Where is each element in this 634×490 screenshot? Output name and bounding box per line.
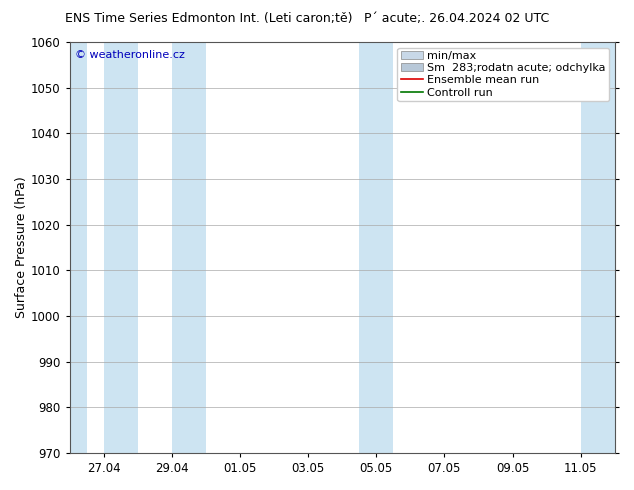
Text: ENS Time Series Edmonton Int. (Leti caron;tě): ENS Time Series Edmonton Int. (Leti caro… xyxy=(65,12,353,25)
Text: © weatheronline.cz: © weatheronline.cz xyxy=(75,50,185,60)
Legend: min/max, Sm  283;rodatn acute; odchylka, Ensemble mean run, Controll run: min/max, Sm 283;rodatn acute; odchylka, … xyxy=(398,48,609,101)
Text: P´ acute;. 26.04.2024 02 UTC: P´ acute;. 26.04.2024 02 UTC xyxy=(364,12,549,25)
Bar xyxy=(70,42,87,453)
Bar xyxy=(359,42,393,453)
Bar xyxy=(103,42,138,453)
Bar xyxy=(581,42,615,453)
Bar xyxy=(172,42,206,453)
Y-axis label: Surface Pressure (hPa): Surface Pressure (hPa) xyxy=(15,176,28,318)
